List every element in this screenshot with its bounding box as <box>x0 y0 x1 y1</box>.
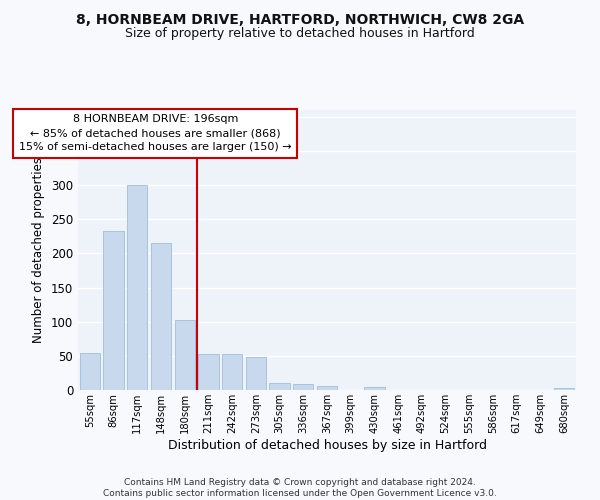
Bar <box>151 243 171 390</box>
Bar <box>175 320 195 390</box>
Bar <box>80 353 100 390</box>
Bar <box>293 384 313 390</box>
Bar <box>222 354 242 390</box>
Bar <box>269 383 290 390</box>
Bar <box>127 185 148 390</box>
Y-axis label: Number of detached properties: Number of detached properties <box>32 157 46 343</box>
X-axis label: Distribution of detached houses by size in Hartford: Distribution of detached houses by size … <box>167 438 487 452</box>
Bar <box>317 386 337 390</box>
Bar <box>246 356 266 390</box>
Text: 8 HORNBEAM DRIVE: 196sqm
← 85% of detached houses are smaller (868)
15% of semi-: 8 HORNBEAM DRIVE: 196sqm ← 85% of detach… <box>19 114 292 152</box>
Bar <box>103 231 124 390</box>
Bar <box>364 386 385 390</box>
Text: 8, HORNBEAM DRIVE, HARTFORD, NORTHWICH, CW8 2GA: 8, HORNBEAM DRIVE, HARTFORD, NORTHWICH, … <box>76 12 524 26</box>
Text: Contains HM Land Registry data © Crown copyright and database right 2024.
Contai: Contains HM Land Registry data © Crown c… <box>103 478 497 498</box>
Bar <box>554 388 574 390</box>
Bar <box>199 354 218 390</box>
Text: Size of property relative to detached houses in Hartford: Size of property relative to detached ho… <box>125 28 475 40</box>
